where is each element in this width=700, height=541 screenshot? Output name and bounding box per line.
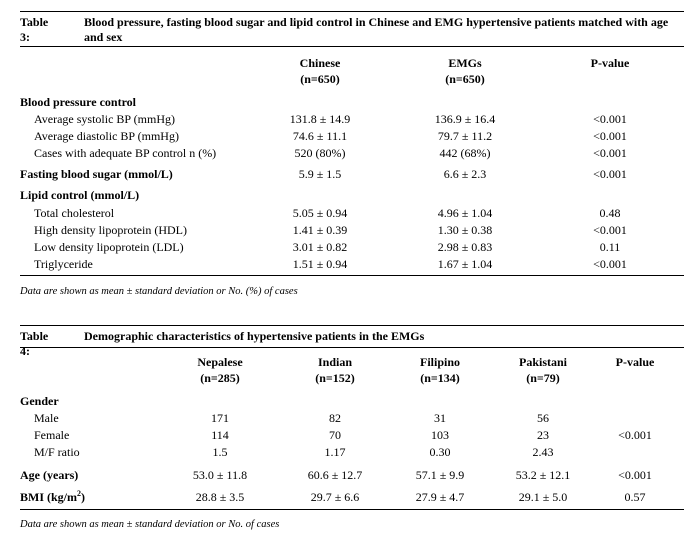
cell: 74.6 ± 11.1 [292,129,348,143]
table4-title: Demographic characteristics of hypertens… [84,329,425,343]
cell: 82 [329,411,341,425]
table4-col-nepalese-n: (n=285) [200,371,240,385]
cell: 0.48 [599,206,621,220]
cell: 0.11 [599,240,621,254]
cell: 57.1 ± 9.9 [415,468,465,482]
table3-title: Blood pressure, fasting blood sugar and … [84,15,669,44]
cell: 1.17 [324,445,346,459]
cell: 5.05 ± 0.94 [292,206,348,220]
row-label: Total cholesterol [34,206,115,220]
table3-col-chinese-n: (n=650) [300,72,340,86]
cell: 442 (68%) [439,146,491,160]
cell: 31 [434,411,446,425]
cell: 70 [329,428,341,442]
table3-label: Table 3: [20,15,49,44]
cell: 1.67 ± 1.04 [437,257,493,271]
cell: <0.001 [593,112,627,126]
cell: 6.6 ± 2.3 [443,167,487,181]
table4-col-pakistani: Pakistani [518,355,567,369]
cell: 2.43 [532,445,554,459]
cell: 29.1 ± 5.0 [518,490,568,504]
cell: <0.001 [618,428,652,442]
cell: 53.0 ± 11.8 [192,468,248,482]
cell: 3.01 ± 0.82 [292,240,348,254]
bmi-label-end: ) [81,490,85,504]
table4-col-indian-n: (n=152) [315,371,355,385]
table3-section-heading: Fasting blood sugar (mmol/L) [20,167,173,181]
cell: 29.7 ± 6.6 [310,490,360,504]
cell: <0.001 [593,146,627,160]
table3-col-chinese: Chinese [299,56,341,70]
row-label: Female [34,428,70,442]
cell: 520 (80%) [294,146,346,160]
cell: 0.57 [624,490,646,504]
table4-footnote: Data are shown as mean ± standard deviat… [20,519,280,530]
cell: <0.001 [618,468,652,482]
row-label: M/F ratio [34,445,80,459]
cell: 114 [211,428,229,442]
table4-col-filipino: Filipino [419,355,460,369]
row-label: Low density lipoprotein (LDL) [34,240,184,254]
table4-col-nepalese: Nepalese [197,355,243,369]
table3-section-heading: Lipid control (mmol/L) [20,188,140,202]
table4-col-pvalue: P-value [615,355,655,369]
cell: 53.2 ± 12.1 [515,468,571,482]
cell: 136.9 ± 16.4 [434,112,496,126]
table4-top-rule [20,325,684,326]
cell: <0.001 [593,167,627,181]
cell: <0.001 [593,129,627,143]
table3-footnote: Data are shown as mean ± standard deviat… [20,286,298,297]
table4-label: Table 4: [20,329,49,358]
bmi-label: BMI (kg/m [20,490,77,504]
table3-col-emgs: EMGs [448,56,482,70]
cell: 56 [537,411,549,425]
cell: 23 [537,428,549,442]
cell: <0.001 [593,257,627,271]
cell: 1.41 ± 0.39 [292,223,348,237]
cell: 171 [211,411,229,425]
cell: 4.96 ± 1.04 [437,206,493,220]
table4-col-pakistani-n: (n=79) [526,371,560,385]
row-label: Triglyceride [34,257,93,271]
cell: 0.30 [429,445,451,459]
row-label: Age (years) [20,468,79,482]
table3-top-rule [20,11,684,12]
row-label: Male [34,411,59,425]
row-label: High density lipoprotein (HDL) [34,223,187,237]
cell: 79.7 ± 11.2 [437,129,493,143]
cell: 60.6 ± 12.7 [307,468,363,482]
cell: 1.5 [212,445,228,459]
table4-section-heading: Gender [20,394,59,408]
table4-col-filipino-n: (n=134) [420,371,460,385]
table3-section-heading: Blood pressure control [20,95,137,109]
cell: 27.9 ± 4.7 [415,490,465,504]
table3-col-pvalue: P-value [590,56,630,70]
row-label: Average diastolic BP (mmHg) [34,129,179,143]
row-label: Average systolic BP (mmHg) [34,112,175,126]
row-label: BMI (kg/m2) [20,489,85,505]
row-label: Cases with adequate BP control n (%) [34,146,217,160]
cell: 131.8 ± 14.9 [289,112,351,126]
cell: 5.9 ± 1.5 [298,167,342,181]
cell: 103 [431,428,449,442]
cell: <0.001 [593,223,627,237]
table4-bottom-rule [20,509,684,510]
table4-header-rule [20,347,684,348]
cell: 2.98 ± 0.83 [437,240,493,254]
table3-header-rule [20,46,684,47]
table3-bottom-rule [20,275,684,276]
cell: 1.51 ± 0.94 [292,257,348,271]
table3-col-emgs-n: (n=650) [445,72,485,86]
bmi-superscript: 2 [77,489,81,498]
table4-col-indian: Indian [317,355,353,369]
cell: 1.30 ± 0.38 [437,223,493,237]
cell: 28.8 ± 3.5 [195,490,245,504]
